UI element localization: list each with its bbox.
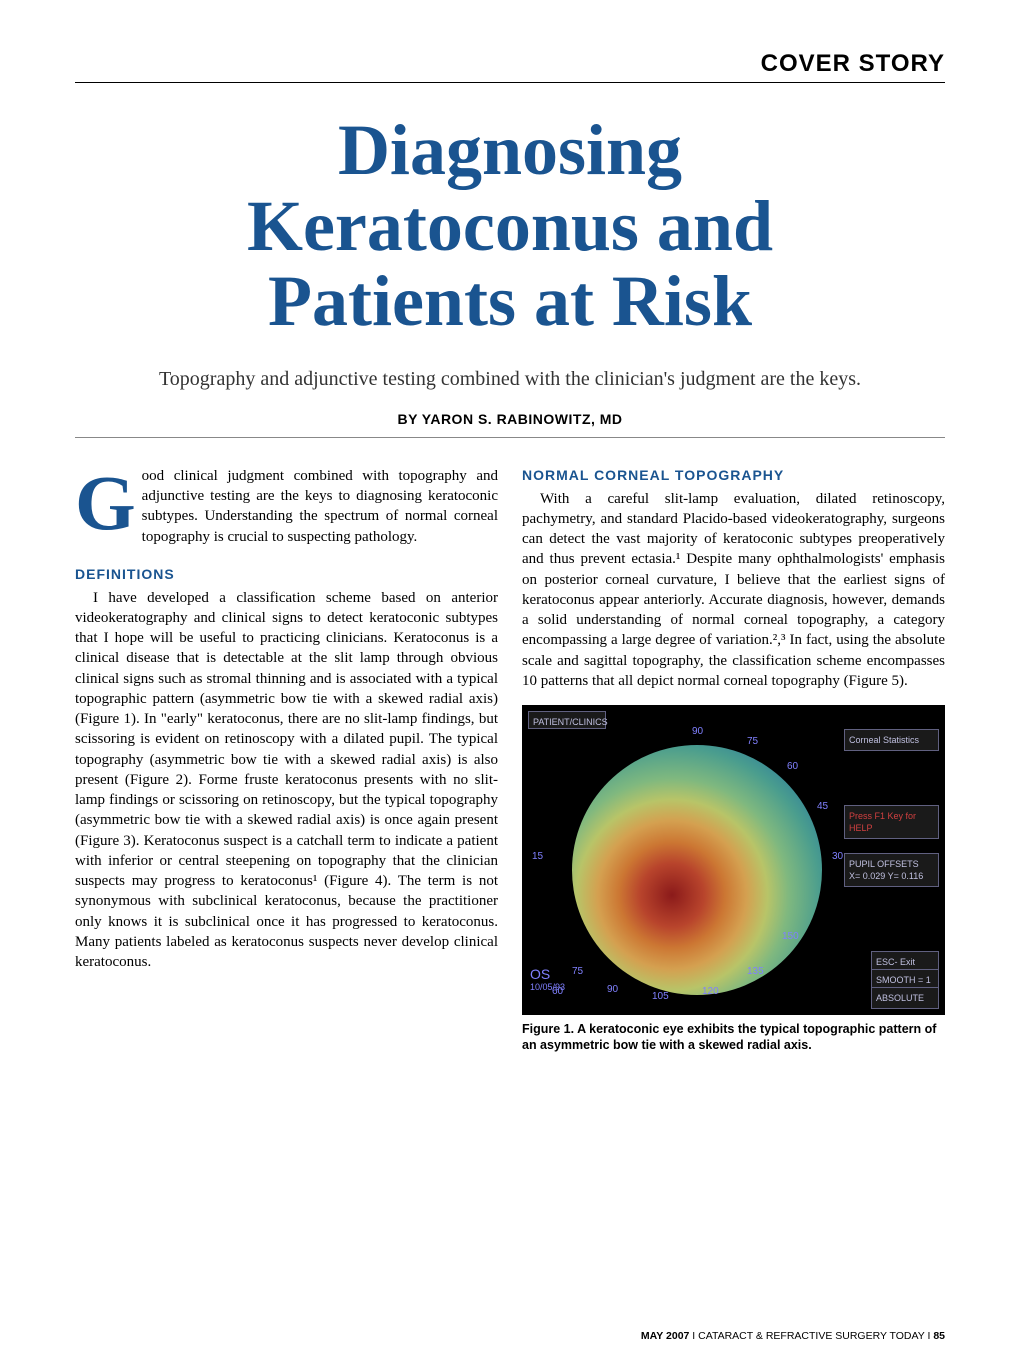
- axis-105: 105: [652, 990, 669, 1004]
- section-definitions: DEFINITIONS: [75, 565, 498, 584]
- section-normal-topography: NORMAL CORNEAL TOPOGRAPHY: [522, 466, 945, 485]
- article-title: Diagnosing Keratoconus and Patients at R…: [75, 113, 945, 340]
- figure-1-image: PATIENT/CLINICS 90 75 60 45 30 15 150 13…: [522, 705, 945, 1015]
- page-footer: MAY 2007 I CATARACT & REFRACTIVE SURGERY…: [641, 1330, 945, 1342]
- axis-90: 90: [692, 725, 703, 739]
- normal-topography-body: With a careful slit-lamp evaluation, dil…: [522, 489, 945, 692]
- pupil-offsets-panel: PUPIL OFFSETS X= 0.029 Y= 0.116: [844, 853, 939, 887]
- right-column: NORMAL CORNEAL TOPOGRAPHY With a careful…: [522, 466, 945, 1054]
- title-line-1: Diagnosing: [338, 110, 682, 190]
- left-column: Good clinical judgment combined with top…: [75, 466, 498, 1054]
- intro-text: ood clinical judgment combined with topo…: [142, 468, 498, 545]
- footer-page: 85: [933, 1330, 945, 1342]
- axis-75: 75: [747, 735, 758, 749]
- axis-90b: 90: [607, 983, 618, 997]
- article-columns: Good clinical judgment combined with top…: [75, 466, 945, 1054]
- axis-30: 30: [832, 850, 843, 864]
- axis-150: 150: [782, 930, 799, 944]
- absolute-label: ABSOLUTE: [871, 987, 939, 1009]
- pupil-label: PUPIL OFFSETS: [849, 859, 919, 869]
- datestamp: 10/05/93: [530, 981, 565, 993]
- axis-15: 15: [532, 850, 543, 864]
- axis-60: 60: [787, 760, 798, 774]
- footer-date: MAY 2007: [641, 1330, 689, 1342]
- figure-1-caption: Figure 1. A keratoconic eye exhibits the…: [522, 1021, 945, 1054]
- title-line-3: Patients at Risk: [268, 261, 752, 341]
- axis-135: 135: [747, 965, 764, 979]
- footer-sep1: I: [689, 1330, 698, 1342]
- article-byline: BY YARON S. RABINOWITZ, MD: [75, 411, 945, 427]
- axis-75b: 75: [572, 965, 583, 979]
- pupil-values: X= 0.029 Y= 0.116: [849, 871, 923, 881]
- axis-45: 45: [817, 800, 828, 814]
- patient-clinics-panel: PATIENT/CLINICS: [528, 711, 606, 729]
- intro-paragraph: Good clinical judgment combined with top…: [75, 466, 498, 547]
- corneal-stats-panel: Corneal Statistics: [844, 729, 939, 751]
- axis-120: 120: [702, 985, 719, 999]
- divider: [75, 437, 945, 438]
- footer-journal: CATARACT & REFRACTIVE SURGERY TODAY: [698, 1330, 924, 1342]
- cover-story-label: COVER STORY: [75, 50, 945, 83]
- help-panel: Press F1 Key for HELP: [844, 805, 939, 839]
- dropcap: G: [75, 466, 142, 534]
- article-subtitle: Topography and adjunctive testing combin…: [75, 368, 945, 391]
- figure-1: PATIENT/CLINICS 90 75 60 45 30 15 150 13…: [522, 705, 945, 1054]
- definitions-body: I have developed a classification scheme…: [75, 588, 498, 973]
- footer-sep2: I: [925, 1330, 934, 1342]
- topography-color-map: [572, 745, 822, 995]
- title-line-2: Keratoconus and: [247, 186, 773, 266]
